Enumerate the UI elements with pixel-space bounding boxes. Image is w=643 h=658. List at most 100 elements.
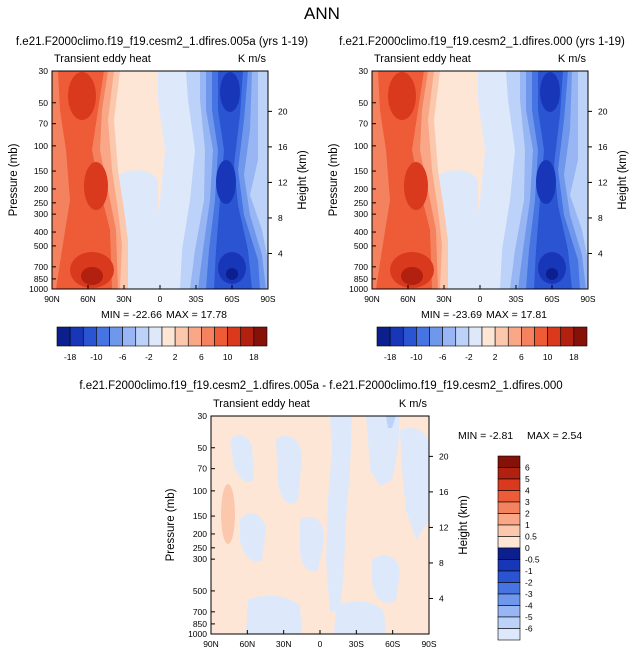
panel-a-field	[52, 71, 268, 289]
panel-b-xtick-label: 90N	[364, 294, 380, 304]
panel-a-ylabel-right: Height (km)	[297, 150, 309, 210]
panel-a-xtick-label: 60S	[224, 294, 239, 304]
panel-c-colorbar-box	[497, 536, 521, 549]
panel-c-neg-blob-2	[240, 513, 266, 562]
panel-b-ytick-label: 400	[354, 227, 368, 237]
panel-c-colorbar-box	[497, 467, 521, 480]
panel-a-colorbar-box	[201, 326, 215, 347]
panel-a-colorbar-box	[135, 326, 150, 347]
panel-c-colorbar-label: 0	[525, 543, 530, 553]
panel-a-xtick-label: 60N	[80, 294, 96, 304]
panel-a-title: f.e21.F2000climo.f19_f19.cesm2_1.dfires.…	[16, 36, 308, 48]
panel-c-colorbar-label: -2	[525, 578, 533, 588]
panel-b-colorbar-label: 18	[569, 352, 579, 362]
panel-b-height-tick-label: 4	[598, 248, 603, 258]
panel-c-colorbar-label: -1	[525, 566, 533, 576]
panel-c-colorbar-label: 2	[525, 509, 530, 519]
panel-a-colorbar-label: 2	[173, 352, 178, 362]
panel-a-ytick-label: 100	[34, 141, 48, 151]
panel-b-colorbar-box	[521, 326, 535, 347]
panel-c-ytick-label: 50	[198, 443, 208, 453]
panel-b-ytick-label: 150	[354, 166, 368, 176]
panel-a-colorbar-label: -18	[64, 352, 77, 362]
panel-b-ytick-label: 30	[359, 66, 369, 76]
panel-b-colorbar-box	[494, 326, 509, 347]
panel-c-colorbar-box	[497, 570, 521, 583]
panel-b-ylabel: Pressure (mb)	[328, 143, 340, 216]
panel-b-variable: Transient eddy heat	[374, 53, 471, 65]
panel-c-colorbar-label: -0.5	[525, 555, 540, 565]
panel-a-xtick-label: 30N	[116, 294, 132, 304]
panel-b-ytick-label: 100	[354, 141, 368, 151]
panel-b-ytick-label: 500	[354, 241, 368, 251]
panel-c-neg-strip	[326, 416, 352, 612]
panel-c-colorbar-label: 1	[525, 520, 530, 530]
panel-a-ytick-label: 1000	[29, 284, 48, 294]
panel-c-colorbar-label: 5	[525, 474, 530, 484]
panel-difference: f.e21.F2000climo.f19_f19.cesm2_1.dfires.…	[79, 380, 582, 649]
panel-b-colorbar-box	[481, 326, 496, 347]
panel-c-ytick-label: 200	[193, 529, 207, 539]
panel-b-ytick-label: 850	[354, 274, 368, 284]
panel-c-colorbar-box	[497, 616, 521, 629]
panel-b-colorbar-label: -10	[410, 352, 423, 362]
panel-b-colorbar: -18 -10 -6 -2 2 6 10 18	[376, 326, 588, 362]
panel-c-colorbar-box	[497, 593, 521, 606]
panel-c-neg-blob-1	[230, 435, 254, 483]
panel-c-height-tick-label: 20	[439, 451, 449, 461]
panel-a-colorbar-label: -10	[90, 352, 103, 362]
panel-b-pos-peak	[401, 267, 423, 285]
panel-c-xticks: 90N 60N 30N 0 30S 60S 90S	[203, 630, 437, 649]
panel-b-colorbar-box	[389, 326, 404, 347]
panel-c-xtick-label: 0	[318, 639, 323, 649]
panel-a-height-tick-label: 16	[278, 142, 288, 152]
panel-a-xtick-label: 30S	[188, 294, 203, 304]
panel-a-ytick-label: 300	[34, 209, 48, 219]
panel-a-colorbar-label: -6	[119, 352, 127, 362]
panel-a-colorbar-box	[240, 326, 255, 347]
figure-title: ANN	[304, 4, 340, 23]
panel-b-height-tick-label: 20	[598, 106, 608, 116]
panel-c-colorbar-box	[497, 513, 521, 526]
panel-c-colorbar-label: 6	[525, 463, 530, 473]
panel-a-ytick-label: 700	[34, 262, 48, 272]
panel-a-ytick-label: 150	[34, 166, 48, 176]
panel-c-neg-blob-7	[372, 555, 400, 603]
panel-c-colorbar-label: -4	[525, 601, 533, 611]
panel-a-ytick-label: 200	[34, 184, 48, 194]
panel-b-ytick-label: 50	[359, 98, 369, 108]
panel-a-variable: Transient eddy heat	[54, 53, 151, 65]
panel-c-neg-low-2	[334, 601, 386, 634]
panel-c-colorbar-box	[497, 605, 521, 618]
panel-b-units: K m/s	[558, 53, 587, 65]
panel-b-xtick-label: 30N	[436, 294, 452, 304]
panel-c-ylabel: Pressure (mb)	[165, 488, 177, 561]
panel-c-title: f.e21.F2000climo.f19_f19.cesm2_1.dfires.…	[79, 380, 562, 392]
panel-c-hticks: 4 8 12 16 20	[429, 451, 449, 603]
panel-a-colorbar-box	[161, 326, 176, 347]
panel-a-ytick-label: 30	[39, 66, 49, 76]
panel-c-pos-blob	[221, 484, 235, 544]
panel-a-colorbar-box	[187, 326, 202, 347]
panel-b-xtick-label: 90S	[580, 294, 595, 304]
panel-c-units: K m/s	[399, 398, 428, 410]
panel-b-colorbar-box	[468, 326, 483, 347]
panel-c-colorbar-label: 4	[525, 486, 530, 496]
panel-c-xtick-label: 90N	[203, 639, 219, 649]
panel-a-colorbar-box	[96, 326, 110, 347]
panel-b-ylabel-right: Height (km)	[617, 150, 629, 210]
panel-a-xtick-label: 90N	[44, 294, 60, 304]
panel-b-height-tick-label: 8	[598, 213, 603, 223]
panel-b-colorbar-label: 6	[519, 352, 524, 362]
panel-a-neg-peak	[226, 268, 238, 280]
panel-c-colorbar: 65 43 21 0.50 -0.5-1 -2-3 -4-5 -6	[497, 455, 540, 641]
panel-b-colorbar-box	[560, 326, 575, 347]
panel-a-hticks: 4 8 12 16 20	[268, 106, 288, 258]
panel-c-xtick-label: 30S	[349, 639, 364, 649]
panel-b-xticks: 90N 60N 30N 0 30S 60S 90S	[364, 285, 596, 304]
panel-b-colorbar-box	[376, 326, 391, 347]
panel-c-height-tick-label: 8	[439, 558, 444, 568]
panel-c-neg-blob-4	[299, 516, 325, 572]
panel-a-colorbar-box	[56, 326, 71, 347]
panel-c-ytick-label: 1000	[188, 629, 207, 639]
